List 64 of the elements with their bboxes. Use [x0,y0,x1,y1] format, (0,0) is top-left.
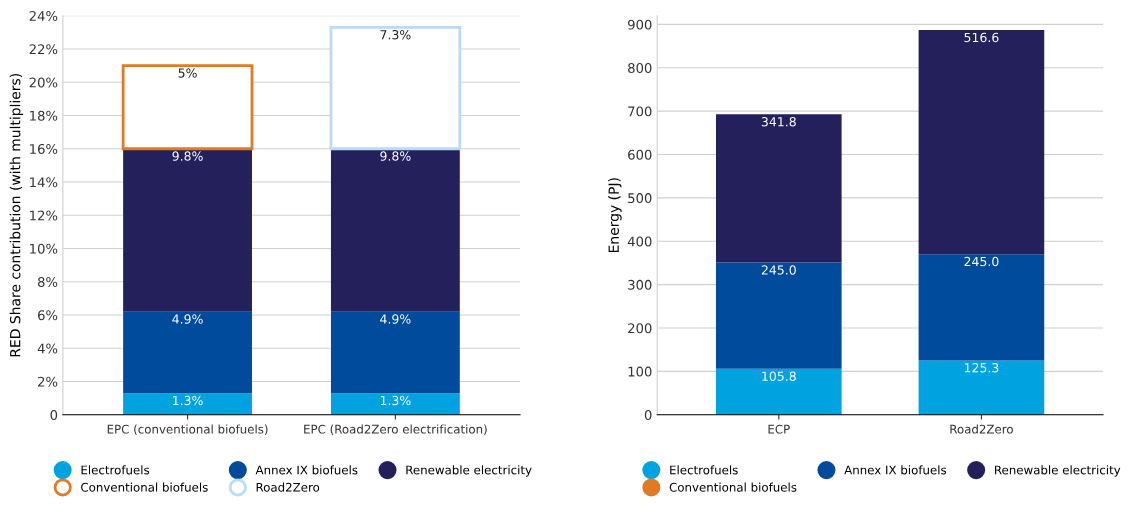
y-tick-label: 0 [644,409,652,420]
legend-label: Conventional biofuels [669,482,797,492]
x-tick-label: EPC (Road2Zero electrification) [304,424,487,435]
bar [123,148,252,312]
x-tick-label: ECP [768,424,790,434]
y-tick-label: 800 [628,63,652,73]
data-label: 1.3% [380,395,411,406]
y-tick-label: 700 [628,106,652,117]
legend-label: Annex IX biofuels [844,465,947,475]
y-tick-label: 2% [38,376,58,387]
y-tick-label: 6% [37,310,58,321]
legend-label: Road2Zero [256,482,320,492]
bar [918,360,1045,415]
data-label: 341.8 [761,116,796,127]
data-label: 516.6 [964,32,999,43]
bar [918,30,1045,255]
legend-label: Renewable electricity [995,465,1121,477]
data-label: 1.3% [173,395,203,406]
y-tick-label: 200 [628,323,652,334]
bar [330,311,460,394]
y-tick-label: 600 [628,149,652,160]
y-tick-label: 300 [628,279,652,290]
bar [715,368,842,415]
y-axis-title: Energy (PJ) [608,178,622,253]
bar [918,254,1045,361]
legend-label: Annex IX biofuels [255,465,358,475]
data-label: 9.8% [380,151,411,161]
bar [330,393,460,415]
data-label: 5% [178,68,197,78]
y-tick-label: 900 [628,19,652,30]
y-tick-label: 400 [627,236,652,247]
y-tick-label: 18% [30,110,58,121]
y-axis-title: RED Share contribution (with multipliers) [9,74,24,357]
y-tick-label: 8% [37,276,58,287]
y-tick-label: 10% [30,243,58,254]
bar [330,148,460,312]
data-label: 7.3% [380,30,411,40]
bar [715,262,842,369]
y-tick-label: 22% [29,44,58,55]
y-tick-label: 0 [50,409,58,420]
x-tick-label: EPC (conventional biofuels) [107,424,268,435]
y-tick-label: 4% [37,343,58,354]
bar [123,311,252,394]
data-label: 105.8 [762,371,796,381]
data-label: 245.0 [761,265,796,275]
x-tick-label: Road2Zero [950,424,1013,434]
y-tick-label: 14% [30,177,58,188]
y-tick-label: 24% [29,10,58,21]
y-tick-label: 100 [628,366,652,377]
data-label: 245.0 [964,256,999,267]
legend-label: Renewable electricity [406,465,532,477]
legend-label: Electrofuels [670,465,738,475]
y-tick-label: 500 [628,193,652,204]
bar [123,393,252,415]
y-tick-label: 16% [30,143,58,154]
legend-label: Conventional biofuels [81,482,208,492]
data-label: 4.9% [172,314,203,324]
data-label: 9.8% [172,151,203,161]
legend-label: Electrofuels [81,465,150,475]
data-label: 4.9% [380,314,411,324]
y-tick-label: 12% [30,210,58,221]
bar [715,114,842,263]
data-label: 125.3 [964,363,999,373]
y-tick-label: 20% [29,77,58,88]
